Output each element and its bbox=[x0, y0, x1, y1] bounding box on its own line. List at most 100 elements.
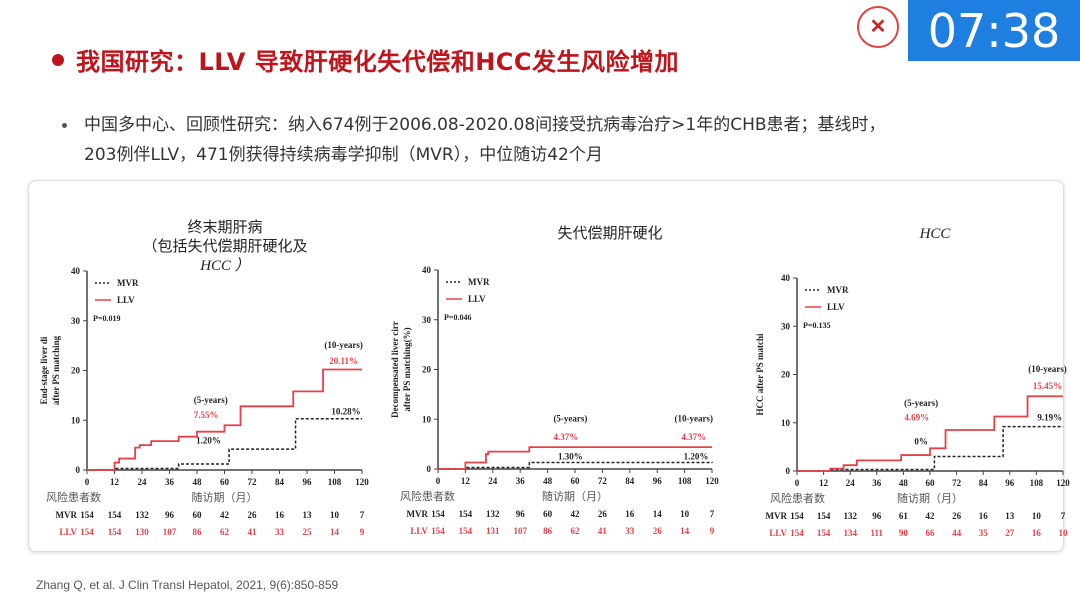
institution-logo: ✕ bbox=[857, 6, 899, 48]
risk-count: 61 bbox=[899, 511, 909, 521]
x-tick-label: 96 bbox=[653, 476, 663, 486]
y-axis-label: Decompensated liver cirr bbox=[390, 321, 400, 418]
x-tick-label: 84 bbox=[625, 476, 635, 486]
risk-count: 16 bbox=[1032, 528, 1042, 538]
risk-count: 14 bbox=[680, 526, 690, 536]
y-tick-label: 0 bbox=[427, 464, 432, 474]
risk-count: 154 bbox=[790, 528, 804, 538]
x-tick-label: 60 bbox=[220, 477, 230, 487]
p-value: P=0.019 bbox=[93, 314, 120, 323]
risk-row-label: MVR bbox=[766, 511, 788, 521]
annotation: 4.69% bbox=[904, 412, 929, 422]
risk-table-label: 风险患者数 bbox=[400, 489, 455, 503]
chart-title: （包括失代偿期肝硬化及 bbox=[142, 238, 307, 255]
risk-row-label: LLV bbox=[769, 528, 787, 538]
risk-table-label: 风险患者数 bbox=[770, 491, 825, 505]
risk-count: 111 bbox=[871, 528, 884, 538]
annotation: 0% bbox=[914, 436, 928, 446]
y-tick-label: 30 bbox=[71, 316, 81, 326]
x-tick-label: 24 bbox=[488, 476, 498, 486]
km-curve-mvr bbox=[438, 461, 713, 470]
x-tick-label: 48 bbox=[899, 478, 909, 488]
x-tick-label: 48 bbox=[193, 477, 203, 487]
annotation: (5-years) bbox=[553, 414, 587, 424]
risk-count: 86 bbox=[543, 526, 553, 536]
annotation: 15.45% bbox=[1033, 381, 1062, 391]
y-axis-label: after PS matching bbox=[51, 335, 61, 405]
x-tick-label: 0 bbox=[85, 477, 90, 487]
risk-count: 7 bbox=[360, 510, 365, 520]
x-tick-label: 24 bbox=[138, 477, 148, 487]
chart-2: 失代偿期肝硬化 0 12 24 36 48 60 72 84 96 108 120 0 10 20 30 40 D… bbox=[390, 225, 719, 536]
risk-count: 154 bbox=[108, 527, 122, 537]
risk-count: 42 bbox=[220, 510, 230, 520]
risk-count: 35 bbox=[979, 528, 989, 538]
risk-count: 41 bbox=[248, 527, 258, 537]
study-description: 中国多中心、回顾性研究：纳入674例于2006.08-2020.08间接受抗病毒… bbox=[62, 110, 886, 170]
risk-count: 62 bbox=[220, 527, 230, 537]
risk-count: 10 bbox=[1059, 528, 1069, 538]
x-tick-label: 120 bbox=[1056, 478, 1070, 488]
annotation: 20.11% bbox=[329, 356, 358, 366]
x-tick-label: 72 bbox=[598, 476, 608, 486]
risk-count: 16 bbox=[979, 511, 989, 521]
y-tick-label: 30 bbox=[781, 321, 791, 331]
risk-count: 41 bbox=[598, 526, 608, 536]
risk-count: 107 bbox=[513, 526, 527, 536]
y-axis-label: End-stage liver di bbox=[39, 336, 49, 404]
risk-count: 13 bbox=[1005, 511, 1015, 521]
y-tick-label: 40 bbox=[422, 265, 432, 275]
risk-row-label: MVR bbox=[56, 510, 78, 520]
risk-count: 26 bbox=[952, 511, 962, 521]
km-curve-llv bbox=[438, 446, 712, 470]
x-tick-label: 84 bbox=[275, 477, 285, 487]
risk-count: 132 bbox=[843, 511, 857, 521]
x-tick-label: 36 bbox=[516, 476, 526, 486]
risk-count: 132 bbox=[135, 510, 149, 520]
x-axis-label: 随访期（月） bbox=[897, 491, 963, 505]
x-tick-label: 60 bbox=[571, 476, 581, 486]
annotation: (10-years) bbox=[324, 340, 362, 350]
risk-count: 33 bbox=[625, 526, 635, 536]
risk-count: 132 bbox=[486, 509, 500, 519]
risk-count: 130 bbox=[135, 527, 149, 537]
annotation: 7.55% bbox=[194, 410, 219, 420]
risk-row-label: LLV bbox=[410, 526, 428, 536]
x-tick-label: 108 bbox=[1030, 478, 1044, 488]
risk-count: 60 bbox=[543, 509, 553, 519]
title-bullet-icon bbox=[52, 54, 64, 66]
y-axis-label: after PS matching(%) bbox=[402, 327, 412, 411]
risk-row-label: LLV bbox=[59, 527, 77, 537]
annotation: 9.19% bbox=[1037, 412, 1062, 422]
x-tick-label: 96 bbox=[1005, 478, 1015, 488]
risk-count: 154 bbox=[459, 509, 473, 519]
countdown-timer: 07:38 bbox=[908, 0, 1080, 61]
y-tick-label: 10 bbox=[422, 414, 432, 424]
risk-count: 7 bbox=[1061, 511, 1066, 521]
risk-count: 90 bbox=[899, 528, 909, 538]
legend-label: LLV bbox=[117, 295, 135, 305]
y-tick-label: 30 bbox=[422, 315, 432, 325]
y-tick-label: 20 bbox=[71, 366, 81, 376]
risk-count: 154 bbox=[80, 510, 94, 520]
risk-count: 154 bbox=[817, 511, 831, 521]
chart-title: HCC bbox=[919, 226, 952, 242]
annotation: (5-years) bbox=[904, 398, 938, 408]
p-value: P=0.135 bbox=[803, 321, 830, 330]
risk-count: 9 bbox=[360, 527, 365, 537]
risk-count: 107 bbox=[163, 527, 177, 537]
x-tick-label: 0 bbox=[795, 478, 800, 488]
risk-count: 33 bbox=[275, 527, 285, 537]
risk-count: 154 bbox=[431, 509, 445, 519]
annotation: 1.30% bbox=[558, 452, 583, 462]
reference-citation: Zhang Q, et al. J Clin Transl Hepatol, 2… bbox=[36, 578, 339, 592]
x-tick-label: 96 bbox=[303, 477, 313, 487]
risk-count: 13 bbox=[303, 510, 313, 520]
x-tick-label: 108 bbox=[328, 477, 342, 487]
risk-count: 26 bbox=[248, 510, 258, 520]
chart-1: 终末期肝病 （包括失代偿期肝硬化及 HCC ） 0 12 24 36 48 60 72 84 96 10… bbox=[39, 219, 369, 537]
chart-title: 终末期肝病 bbox=[187, 219, 262, 236]
x-axis-label: 随访期（月） bbox=[192, 490, 258, 504]
chart-title: HCC ） bbox=[199, 257, 250, 274]
